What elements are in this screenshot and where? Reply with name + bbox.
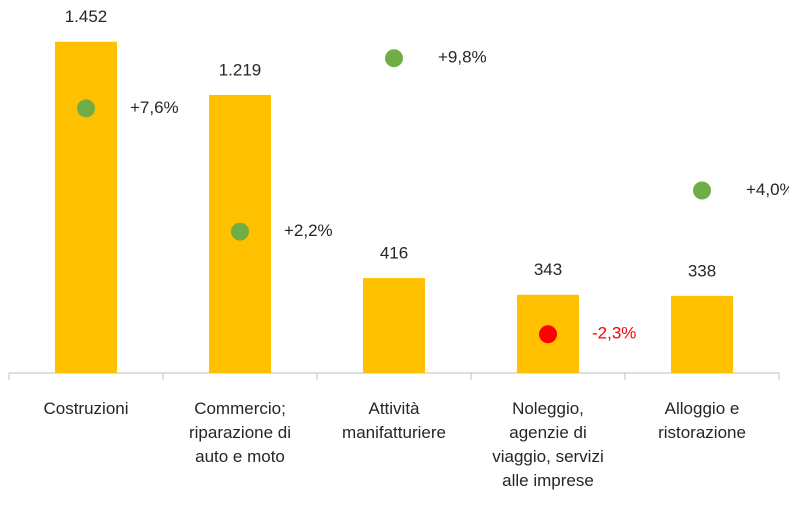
x-tick-label: Costruzioni (43, 399, 129, 418)
value-label: 1.452 (65, 7, 108, 26)
value-label: -2,3% (592, 324, 636, 343)
value-label: +9,8% (438, 48, 487, 67)
value-label: +7,6% (130, 98, 179, 117)
dot (385, 49, 403, 68)
value-label: 1.219 (219, 60, 262, 79)
bar (363, 278, 425, 373)
x-tick-label: Noleggio, agenzie di viaggio, servizi al… (492, 399, 604, 490)
bar (671, 295, 733, 373)
value-label: +4,0% (746, 180, 789, 199)
dot (539, 325, 557, 344)
dot (231, 222, 249, 241)
dot (693, 181, 711, 200)
value-label: +2,2% (284, 221, 333, 240)
x-tick-label: Commercio; riparazione di auto e moto (188, 399, 292, 466)
x-tick-label: Attività manifatturiere (342, 399, 446, 442)
value-label: 343 (534, 260, 562, 279)
x-tick-label: Alloggio e ristorazione (658, 399, 746, 442)
value-label: 416 (380, 244, 408, 263)
dot (77, 99, 95, 118)
value-label: 338 (688, 261, 716, 280)
bar (55, 41, 117, 373)
